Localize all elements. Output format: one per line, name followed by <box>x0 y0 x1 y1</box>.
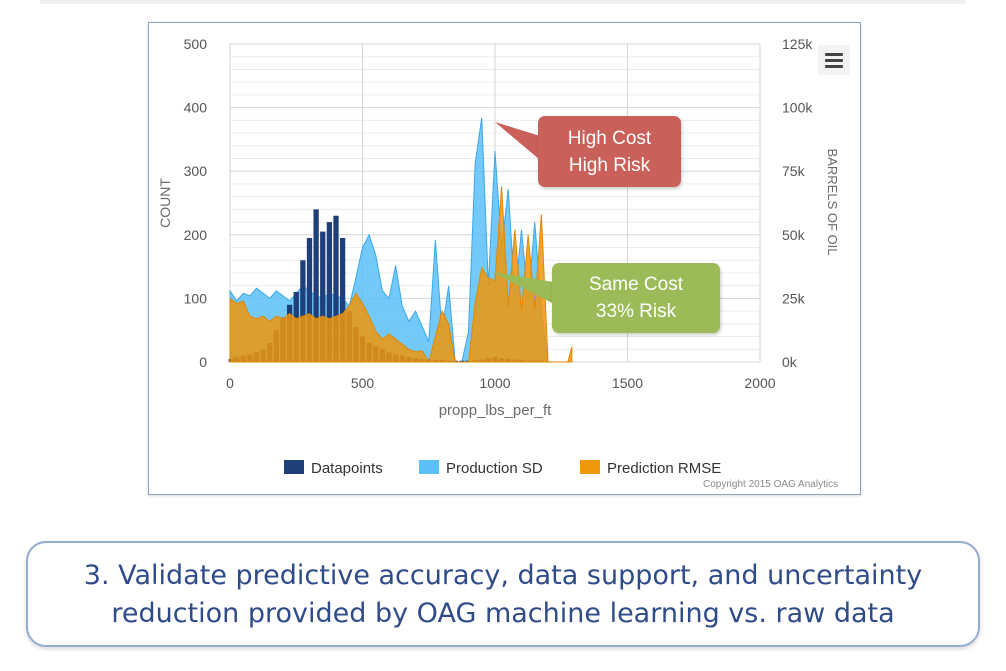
chart-legend: Datapoints Production SD Prediction RMSE <box>284 460 721 477</box>
callout-high-line2: High Risk <box>568 155 651 176</box>
chart-plot-area <box>228 117 573 364</box>
callout-high-line1: High Cost <box>567 128 652 149</box>
y-left-tick-label: 100 <box>184 290 208 306</box>
y-right-tick-label: 125k <box>782 36 813 52</box>
legend-item-label: Datapoints <box>311 460 383 477</box>
callout-same-cost: Same Cost 33% Risk <box>552 263 720 333</box>
y-left-tick-label: 0 <box>199 354 207 370</box>
chart-axes: 0 100 200 300 400 500 0k 25k 50k 75k 100k 125k 0 500 1… <box>184 36 814 391</box>
x-tick-label: 500 <box>351 375 375 391</box>
x-axis-title: propp_lbs_per_ft <box>439 402 552 419</box>
y-right-tick-label: 50k <box>782 227 806 243</box>
datapoint-bar <box>459 360 465 362</box>
x-tick-label: 1000 <box>479 375 510 391</box>
y-right-tick-label: 100k <box>782 100 813 116</box>
y-left-tick-label: 500 <box>184 36 208 52</box>
y-axis-right-title: BARRELS OF OIL <box>825 149 840 256</box>
y-left-tick-label: 400 <box>184 100 208 116</box>
datapoint-bar <box>339 237 346 362</box>
callout-high-pointer <box>495 122 540 160</box>
caption-box: 3. Validate predictive accuracy, data su… <box>26 541 980 647</box>
y-right-tick-label: 75k <box>782 163 806 179</box>
x-tick-label: 0 <box>226 375 234 391</box>
legend-swatch <box>284 460 304 474</box>
caption-line1: 3. Validate predictive accuracy, data su… <box>83 560 923 591</box>
datapoint-bar <box>320 231 326 362</box>
chart-menu-button[interactable] <box>818 45 850 75</box>
datapoint-bar <box>326 222 333 362</box>
hamburger-icon-line <box>825 59 843 62</box>
series-prediction-rmse-area <box>229 186 573 364</box>
hamburger-icon-line <box>825 53 843 56</box>
legend-item-label: Production SD <box>446 460 543 477</box>
hamburger-icon-line <box>825 65 843 68</box>
legend-swatch <box>419 460 439 474</box>
callout-same-line1: Same Cost <box>589 274 683 295</box>
y-right-tick-label: 25k <box>782 290 806 306</box>
copyright-text: Copyright 2015 OAG Analytics <box>703 479 839 490</box>
y-axis-left-title: COUNT <box>157 178 173 228</box>
y-right-tick-label: 0k <box>782 354 798 370</box>
legend-item-label: Prediction RMSE <box>607 460 721 477</box>
x-tick-label: 1500 <box>612 375 643 391</box>
datapoint-bar <box>333 215 339 362</box>
caption-line2: reduction provided by OAG machine learni… <box>111 598 895 629</box>
callout-high-cost: High Cost High Risk <box>538 116 681 187</box>
top-divider <box>40 0 966 4</box>
callout-same-pointer <box>492 272 554 304</box>
datapoint-bar <box>300 260 306 362</box>
y-left-tick-label: 300 <box>184 163 208 179</box>
x-tick-label: 2000 <box>744 375 775 391</box>
callout-same-line2: 33% Risk <box>595 301 677 322</box>
legend-swatch <box>580 460 600 474</box>
y-left-tick-label: 200 <box>184 227 208 243</box>
datapoint-bar <box>313 209 319 362</box>
datapoint-bar <box>306 237 313 362</box>
